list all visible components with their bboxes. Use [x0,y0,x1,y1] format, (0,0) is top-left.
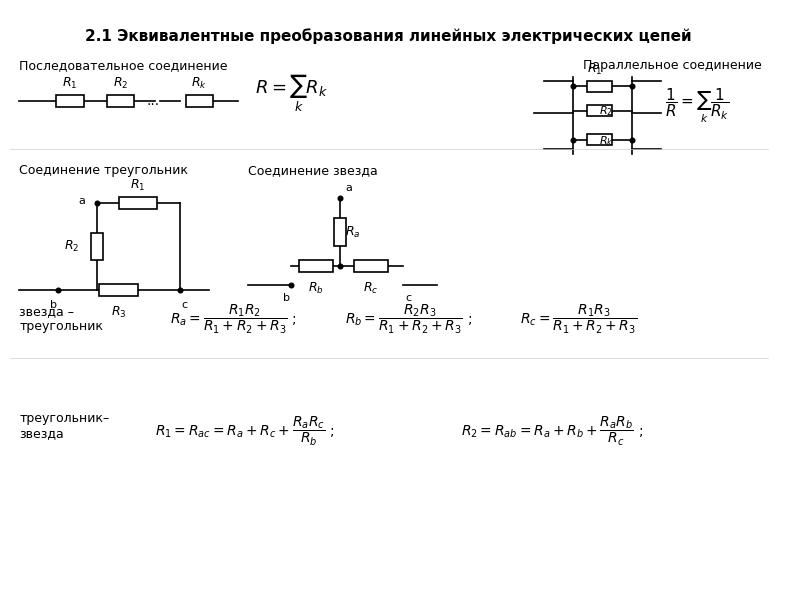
Text: $R_1 = R_{ac} = R_a + R_c + \dfrac{R_a R_c}{R_b}\ ;$: $R_1 = R_{ac} = R_a + R_c + \dfrac{R_a R… [155,415,335,448]
Bar [118,197,158,209]
Text: c: c [405,293,411,303]
Bar [91,233,103,260]
Text: Последовательное соединение: Последовательное соединение [19,59,228,72]
Text: a: a [345,183,352,193]
Text: звезда –
треугольник: звезда – треугольник [19,305,103,333]
Text: $R_1$: $R_1$ [587,61,602,77]
Text: $R_b = \dfrac{R_2 R_3}{R_1 + R_2 + R_3}\ ;$: $R_b = \dfrac{R_2 R_3}{R_1 + R_2 + R_3}\… [345,303,472,336]
Text: $R_2 = R_{ab} = R_a + R_b + \dfrac{R_a R_b}{R_c}\ ;$: $R_2 = R_{ab} = R_a + R_b + \dfrac{R_a R… [462,415,644,448]
Text: ...: ... [147,94,160,108]
Text: $R_2$: $R_2$ [64,239,80,254]
Bar [587,81,612,92]
Text: b: b [283,293,290,303]
Text: $R_2$: $R_2$ [599,104,614,118]
Text: $R_3$: $R_3$ [110,305,126,320]
Text: $R_b$: $R_b$ [308,281,324,296]
Bar [334,218,346,245]
Text: c: c [182,300,188,310]
Text: Параллельное соединение: Параллельное соединение [583,59,762,72]
Bar [298,260,333,272]
Text: $R_2$: $R_2$ [113,76,128,91]
Bar [186,95,213,107]
Text: $R_1$: $R_1$ [62,76,78,91]
Text: $R_k$: $R_k$ [599,134,614,148]
Text: $R_a = \dfrac{R_1 R_2}{R_1 + R_2 + R_3}\ ;$: $R_a = \dfrac{R_1 R_2}{R_1 + R_2 + R_3}\… [170,303,297,336]
Text: $R_k$: $R_k$ [191,76,207,91]
Bar [587,134,612,145]
Text: Соединение треугольник: Соединение треугольник [19,164,189,177]
Bar [99,284,138,296]
Text: $R_c = \dfrac{R_1 R_3}{R_1 + R_2 + R_3}$: $R_c = \dfrac{R_1 R_3}{R_1 + R_2 + R_3}$ [520,303,637,336]
Text: $R = \sum_{k} R_k$: $R = \sum_{k} R_k$ [255,73,328,113]
Text: b: b [50,300,57,310]
Text: $R_1$: $R_1$ [130,178,146,193]
Bar [587,105,612,116]
Bar [354,260,388,272]
Text: $R_a$: $R_a$ [345,224,360,239]
Text: a: a [78,196,86,206]
Bar [56,95,83,107]
Text: Соединение звезда: Соединение звезда [248,164,378,177]
Text: треугольник–
звезда: треугольник– звезда [19,412,110,440]
Text: $R_c$: $R_c$ [363,281,379,296]
Text: 2.1 Эквивалентные преобразования линейных электрических цепей: 2.1 Эквивалентные преобразования линейны… [86,28,692,44]
Text: $\dfrac{1}{R} = \sum_{k} \dfrac{1}{R_k}$: $\dfrac{1}{R} = \sum_{k} \dfrac{1}{R_k}$ [666,86,730,125]
Bar [107,95,134,107]
